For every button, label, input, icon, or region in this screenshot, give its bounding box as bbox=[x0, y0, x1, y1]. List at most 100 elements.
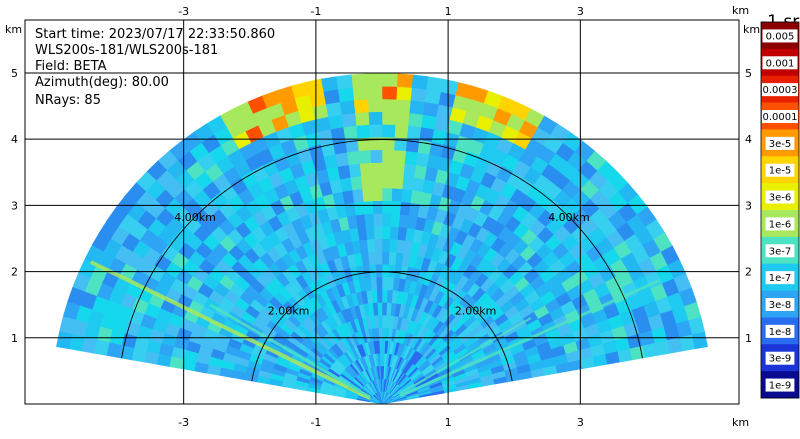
colorbar-label-bg bbox=[765, 190, 795, 204]
sector-cell bbox=[355, 124, 370, 139]
sector-cell bbox=[381, 301, 388, 316]
sector-cell bbox=[404, 150, 418, 166]
sector-cell bbox=[408, 99, 425, 115]
sector-cell bbox=[375, 263, 383, 278]
y-tick-label-left: 2 bbox=[11, 266, 18, 279]
sector-cell bbox=[381, 314, 387, 329]
sector-cell bbox=[320, 76, 339, 92]
sector-cell bbox=[389, 225, 399, 240]
sector-cell bbox=[362, 200, 374, 215]
sector-cell bbox=[361, 187, 373, 202]
colorbar-frame bbox=[760, 21, 800, 399]
sector-cell bbox=[346, 150, 360, 166]
sector-cell bbox=[391, 187, 403, 202]
colorbar-label-bg bbox=[765, 244, 795, 258]
sector-cell bbox=[337, 87, 354, 103]
colorbar-label-bg bbox=[765, 351, 795, 365]
sector-cell bbox=[381, 340, 386, 354]
info-line-nrays: NRays: 85 bbox=[35, 93, 101, 108]
range-ring-label: 2.00km bbox=[268, 305, 310, 318]
sector-cell bbox=[691, 331, 708, 350]
sector-cell bbox=[327, 114, 344, 130]
colorbar-label-bg bbox=[762, 83, 798, 97]
sector-cell bbox=[366, 85, 383, 100]
sector-cell bbox=[381, 187, 393, 202]
sector-cell bbox=[375, 276, 383, 291]
sector-cell bbox=[395, 86, 412, 101]
colorbar-label: 3e-8 bbox=[769, 300, 792, 311]
sector-cell bbox=[397, 226, 408, 241]
sector-cell bbox=[391, 175, 404, 190]
range-ring-label: 4.00km bbox=[174, 211, 216, 224]
colorbar-label: 3e-6 bbox=[769, 193, 792, 204]
sector-cell bbox=[366, 73, 383, 87]
sector-cell bbox=[415, 151, 430, 167]
sector-cell bbox=[350, 73, 368, 88]
sector-cell bbox=[381, 327, 386, 341]
info-line-start-time: Start time: 2023/07/17 22:33:50.860 bbox=[35, 27, 275, 42]
data-sector bbox=[56, 73, 708, 404]
colorbar-label-bg bbox=[765, 163, 795, 177]
sector-cell bbox=[339, 99, 356, 115]
sector-cell bbox=[395, 98, 411, 114]
colorbar-label-bg bbox=[765, 298, 795, 311]
range-ring-label: 2.00km bbox=[455, 305, 497, 318]
info-line-field: Field: BETA bbox=[35, 59, 107, 74]
y-tick-label-right: 1 bbox=[745, 332, 752, 345]
x-tick-label-top: 1 bbox=[445, 5, 452, 18]
sector-cell bbox=[422, 101, 439, 117]
sector-streak bbox=[209, 303, 372, 399]
sector-cell bbox=[369, 149, 383, 164]
sector-cell bbox=[352, 86, 369, 101]
sector-cell bbox=[392, 162, 405, 177]
colorbar-label-bg bbox=[765, 378, 795, 392]
y-tick-label-left: 4 bbox=[11, 133, 18, 146]
sector-cell bbox=[413, 164, 428, 180]
x-tick-label-bottom: -3 bbox=[178, 416, 189, 429]
sector-cell bbox=[363, 213, 375, 228]
sector-cell bbox=[368, 123, 383, 138]
x-tick-label-bottom: 3 bbox=[577, 416, 584, 429]
y-tick-label-right: 4 bbox=[745, 133, 752, 146]
sector-cell bbox=[381, 251, 390, 265]
sector-cell bbox=[399, 201, 411, 216]
sector-cell bbox=[406, 125, 422, 140]
sector-cell bbox=[420, 114, 437, 130]
sector-cell bbox=[411, 74, 429, 90]
x-tick-label-bottom: 1 bbox=[445, 416, 452, 429]
sector-cell bbox=[392, 149, 406, 164]
sector-cell bbox=[353, 98, 369, 114]
sector-cell bbox=[365, 225, 375, 240]
sector-cell bbox=[359, 162, 372, 177]
y-tick-label-left: 5 bbox=[11, 67, 18, 80]
colorbar-label: 0.005 bbox=[766, 31, 795, 42]
sector-cell bbox=[389, 213, 401, 228]
x-unit-label-top: km bbox=[732, 4, 749, 17]
colorbar-label: 3e-7 bbox=[769, 246, 792, 257]
plot-area: 2.00km 2.00km 4.00km 4.00km bbox=[24, 19, 740, 405]
colorbar-label-bg bbox=[765, 136, 795, 150]
colorbar-label-bg bbox=[765, 217, 795, 231]
sector-streak bbox=[398, 317, 532, 395]
sector-cell bbox=[373, 225, 383, 240]
sector-cell bbox=[342, 125, 358, 140]
colorbar-label: 1e-9 bbox=[769, 381, 792, 392]
info-box: Start time: 2023/07/17 22:33:50.860 WLS2… bbox=[35, 27, 275, 108]
sector-cell bbox=[372, 200, 383, 214]
x-tick-label-top: -3 bbox=[178, 5, 189, 18]
sector-cell bbox=[358, 149, 372, 164]
colorbar-label: 0.0003 bbox=[763, 85, 798, 96]
sector-cell bbox=[387, 263, 396, 278]
colorbar-label: 0.001 bbox=[766, 58, 795, 69]
sector-cell bbox=[344, 137, 359, 153]
sector-cell bbox=[381, 289, 388, 303]
sector-cell bbox=[381, 98, 397, 113]
sector-cell bbox=[401, 175, 415, 191]
colorbar-label-bg bbox=[765, 271, 795, 285]
y-tick-label-right: 3 bbox=[745, 199, 752, 212]
x-tick-label-top: 3 bbox=[577, 5, 584, 18]
sector-cell bbox=[56, 331, 73, 350]
sector-cell bbox=[402, 163, 416, 178]
sector-cell bbox=[368, 111, 383, 125]
